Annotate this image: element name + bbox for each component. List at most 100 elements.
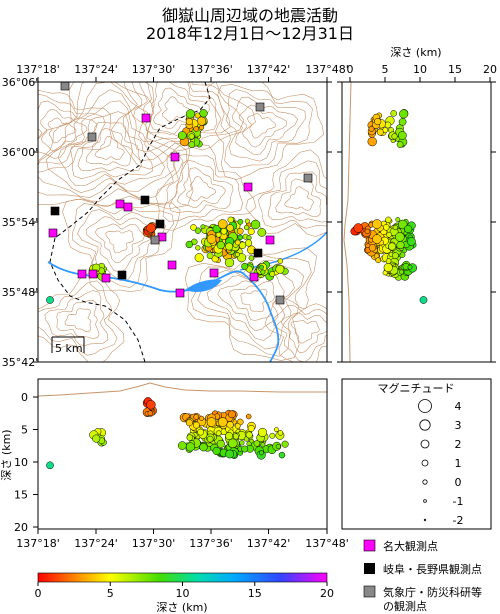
depth-earthquake xyxy=(390,110,397,117)
seismic-station xyxy=(249,272,259,282)
magnitude-symbol xyxy=(420,439,430,449)
map-earthquake xyxy=(185,109,195,119)
seismic-station xyxy=(60,82,70,91)
contour-line xyxy=(231,96,299,155)
depth-earthquake xyxy=(398,118,407,126)
seismic-station xyxy=(265,235,275,245)
contour-line xyxy=(280,312,327,354)
xs-lon-label: 137°30' xyxy=(132,537,176,550)
map-earthquake xyxy=(236,227,244,235)
contour-line xyxy=(176,167,226,208)
contour-line xyxy=(217,83,313,168)
contour-line xyxy=(257,160,327,229)
title-line-1: 御嶽山周辺域の地震活動 xyxy=(161,6,338,25)
contour-line xyxy=(77,121,142,172)
map-panel: 5 km 137°18' 137°24' 137°30' 137°36' 137°42'… xyxy=(2,63,349,369)
prefecture-boundary xyxy=(49,82,211,362)
seismic-station xyxy=(87,132,97,142)
map-earthquake xyxy=(234,239,241,246)
contour-line xyxy=(110,82,256,170)
map-stations xyxy=(48,82,313,305)
map-earthquake xyxy=(177,131,187,140)
depth-tick-label: 0 xyxy=(347,63,354,76)
map-earthquake xyxy=(217,219,228,229)
cross-section-panel: 0 5 10 15 20 137°18' 137°24' 137°30' 137°36' 137°… xyxy=(0,378,349,550)
depth-earthquake xyxy=(392,224,398,231)
map-earthquake xyxy=(227,216,234,223)
contour-line xyxy=(94,136,125,161)
map-earthquake xyxy=(245,239,253,247)
colorbar-gradient xyxy=(37,572,328,583)
depth-ticks: 0 5 10 15 20 xyxy=(337,63,497,363)
contour-line xyxy=(38,82,184,200)
depth-earthquake xyxy=(375,257,382,264)
cross-section-earthquake xyxy=(206,417,217,427)
colorbar-label: 深さ (km) xyxy=(156,601,207,614)
magnitude-legend-frame xyxy=(341,378,492,530)
contour-line xyxy=(264,297,327,362)
contour-line xyxy=(71,203,175,288)
colorbar-tick-label: 0 xyxy=(35,587,42,600)
depth-earthquake xyxy=(388,242,396,251)
seismic-station xyxy=(141,113,151,123)
cross-section-earthquake xyxy=(228,410,236,419)
cross-section-earthquake xyxy=(273,427,279,433)
cross-section-earthquake xyxy=(193,414,200,420)
xs-topo-profile xyxy=(38,382,327,397)
cross-section-earthquake xyxy=(277,430,284,436)
map-earthquake xyxy=(237,234,244,241)
title-line-2: 2018年12月1日～12月31日 xyxy=(146,24,354,43)
magnitude-symbol xyxy=(419,419,431,431)
depth-tick-label: 15 xyxy=(448,63,462,76)
seismic-station xyxy=(253,248,263,258)
depth-earthquake xyxy=(391,133,398,140)
seismic-station xyxy=(117,270,127,280)
contour-line xyxy=(45,89,175,194)
map-earthquake xyxy=(206,234,217,244)
contour-line xyxy=(56,299,100,339)
cross-section-earthquakes xyxy=(46,397,289,470)
map-earthquake xyxy=(257,228,267,237)
map-earthquakes xyxy=(46,109,289,304)
map-earthquake xyxy=(188,133,195,140)
cross-section-ylabel: 深さ (km) xyxy=(0,429,13,480)
scale-label: 5 km xyxy=(55,342,83,355)
map-earthquake xyxy=(212,224,221,234)
cross-section-earthquake xyxy=(197,428,204,436)
contour-line xyxy=(38,94,106,165)
cross-section-frame xyxy=(37,378,328,530)
cross-section-earthquake xyxy=(199,415,205,421)
contour-line xyxy=(240,289,268,313)
map-earthquake xyxy=(225,242,234,251)
depth-earthquake xyxy=(398,131,407,140)
contour-line xyxy=(62,198,181,293)
seismic-station xyxy=(175,288,185,298)
cross-section-earthquake xyxy=(241,445,249,453)
map-lon-label: 137°36' xyxy=(189,63,233,76)
depth-earthquake xyxy=(407,237,416,246)
map-lat-label: 35°42' xyxy=(2,356,39,369)
colorbar-tick-label: 5 xyxy=(107,587,114,600)
cross-section-earthquake xyxy=(185,419,193,427)
contour-line xyxy=(206,82,324,180)
legend-jma-station-marker xyxy=(363,585,376,598)
seismic-station xyxy=(243,182,253,192)
contour-line xyxy=(197,259,305,350)
depth-earthquake xyxy=(368,126,375,132)
map-lat-label: 36°06' xyxy=(2,76,39,89)
contour-line xyxy=(44,290,109,346)
legend-jma-station: 気象庁・防災科研等 xyxy=(383,585,482,599)
map-earthquake xyxy=(277,258,284,264)
cross-section-earthquake xyxy=(228,438,238,449)
cross-section-ticks: 0 5 10 15 20 137°18' 137°24' 137°30' 137°36' 137°… xyxy=(14,391,349,550)
depth-tick-label: 5 xyxy=(382,63,389,76)
depth-earthquake xyxy=(383,262,393,273)
xs-depth-label: 15 xyxy=(14,489,28,502)
cross-section-earthquake xyxy=(281,440,289,448)
map-earthquake xyxy=(246,235,252,241)
depth-earthquake xyxy=(382,224,390,231)
cross-section-earthquake xyxy=(92,434,101,443)
map-earthquake xyxy=(188,141,196,148)
map-earthquake xyxy=(243,224,250,231)
xs-lon-label: 137°42' xyxy=(247,537,291,550)
